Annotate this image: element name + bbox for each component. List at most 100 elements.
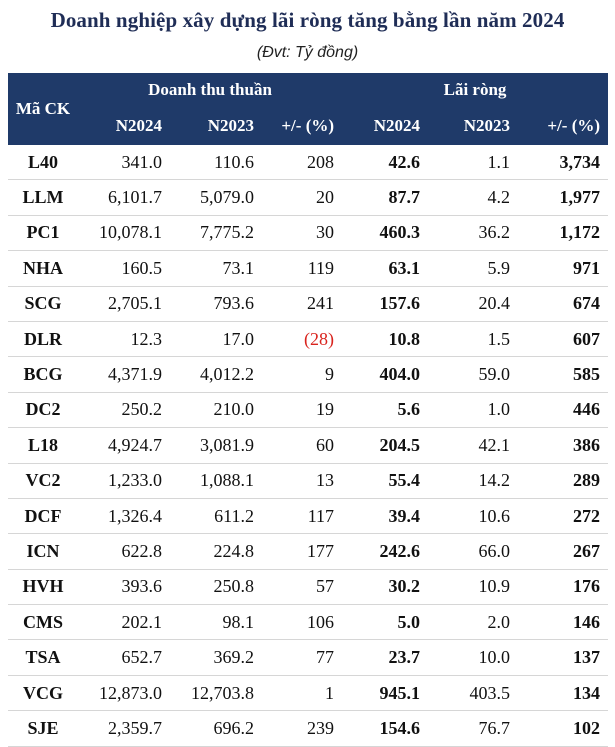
cell-revenue-2024: 341.0 (78, 145, 170, 181)
cell-revenue-2024: 4,924.7 (78, 427, 170, 464)
header-profit-2024: N2024 (342, 107, 429, 145)
cell-revenue-change: 60 (262, 427, 343, 464)
cell-profit-2024: 945.1 (342, 675, 429, 712)
cell-profit-2023: 2.0 (428, 604, 519, 641)
cell-revenue-change: 13 (262, 463, 343, 499)
cell-ticker: ICN (8, 533, 78, 570)
cell-profit-2023: 5.9 (428, 250, 519, 287)
cell-profit-2023: 10.9 (428, 569, 519, 606)
table-row: DC2 250.2 210.0 19 5.6 1.0 446 (8, 392, 609, 429)
cell-profit-2023: 1.0 (428, 392, 519, 429)
header-net-profit-group: Lãi ròng (342, 73, 609, 107)
cell-profit-change: 267 (518, 533, 609, 570)
header-revenue-2024: N2024 (78, 107, 170, 145)
table-row: DCF 1,326.4 611.2 117 39.4 10.6 272 (8, 498, 609, 535)
cell-profit-2024: 460.3 (342, 215, 429, 252)
cell-ticker: DC2 (8, 392, 78, 429)
cell-revenue-2023: 12,703.8 (170, 675, 262, 712)
cell-profit-change: 607 (518, 321, 609, 358)
cell-revenue-2023: 110.6 (170, 145, 262, 181)
cell-profit-2024: 242.6 (342, 533, 429, 570)
cell-revenue-change: 30 (262, 215, 343, 252)
cell-profit-change: 674 (518, 286, 609, 322)
cell-ticker: VCG (8, 675, 78, 712)
cell-profit-2023: 1.5 (428, 321, 519, 358)
cell-revenue-2024: 12.3 (78, 321, 170, 358)
table-row: CMS 202.1 98.1 106 5.0 2.0 146 (8, 604, 609, 641)
cell-profit-2023: 36.2 (428, 215, 519, 252)
cell-revenue-change: (28) (262, 321, 343, 358)
header-revenue-change: +/- (%) (262, 107, 343, 145)
table-header: Mã CK Doanh thu thuần Lãi ròng N2024 N20… (8, 73, 609, 145)
cell-profit-2023: 20.4 (428, 286, 519, 322)
cell-revenue-change: 239 (262, 710, 343, 747)
cell-ticker: HVH (8, 569, 78, 606)
cell-revenue-2024: 250.2 (78, 392, 170, 429)
cell-profit-2023: 42.1 (428, 427, 519, 464)
cell-profit-2024: 157.6 (342, 286, 429, 322)
cell-revenue-change: 106 (262, 604, 343, 641)
cell-revenue-2024: 160.5 (78, 250, 170, 287)
table-row: SCG 2,705.1 793.6 241 157.6 20.4 674 (8, 286, 609, 322)
page-title: Doanh nghiệp xây dựng lãi ròng tăng bằng… (50, 8, 565, 32)
header-revenue-2023: N2023 (170, 107, 262, 145)
cell-profit-2024: 87.7 (342, 179, 429, 216)
profit-table: Mã CK Doanh thu thuần Lãi ròng N2024 N20… (8, 73, 609, 747)
cell-profit-2024: 42.6 (342, 145, 429, 181)
cell-revenue-2023: 73.1 (170, 250, 262, 287)
cell-revenue-2024: 393.6 (78, 569, 170, 606)
cell-profit-2023: 76.7 (428, 710, 519, 747)
cell-revenue-change: 208 (262, 145, 343, 181)
cell-profit-2024: 5.0 (342, 604, 429, 641)
cell-revenue-2023: 611.2 (170, 498, 262, 535)
cell-ticker: DCF (8, 498, 78, 535)
cell-revenue-2024: 4,371.9 (78, 356, 170, 393)
cell-profit-change: 289 (518, 463, 609, 499)
cell-ticker: PC1 (8, 215, 78, 252)
cell-profit-2023: 4.2 (428, 179, 519, 216)
cell-profit-2024: 404.0 (342, 356, 429, 393)
cell-revenue-2023: 793.6 (170, 286, 262, 322)
cell-profit-2023: 59.0 (428, 356, 519, 393)
cell-revenue-change: 77 (262, 639, 343, 676)
cell-profit-2023: 10.0 (428, 639, 519, 676)
cell-revenue-2023: 369.2 (170, 639, 262, 676)
cell-profit-2024: 63.1 (342, 250, 429, 287)
cell-revenue-2024: 2,705.1 (78, 286, 170, 322)
cell-profit-change: 971 (518, 250, 609, 287)
cell-profit-2023: 1.1 (428, 145, 519, 181)
table-row: ICN 622.8 224.8 177 242.6 66.0 267 (8, 533, 609, 570)
table-row: VC2 1,233.0 1,088.1 13 55.4 14.2 289 (8, 463, 609, 499)
cell-revenue-change: 1 (262, 675, 343, 712)
cell-ticker: L18 (8, 427, 78, 464)
cell-ticker: VC2 (8, 463, 78, 499)
cell-profit-2023: 403.5 (428, 675, 519, 712)
cell-profit-change: 134 (518, 675, 609, 712)
table-row: LLM 6,101.7 5,079.0 20 87.7 4.2 1,977 (8, 179, 609, 216)
cell-profit-change: 102 (518, 710, 609, 747)
cell-revenue-2024: 622.8 (78, 533, 170, 570)
cell-revenue-2023: 210.0 (170, 392, 262, 429)
table-row: BCG 4,371.9 4,012.2 9 404.0 59.0 585 (8, 356, 609, 393)
cell-ticker: SCG (8, 286, 78, 322)
cell-profit-2024: 39.4 (342, 498, 429, 535)
cell-ticker: DLR (8, 321, 78, 358)
cell-profit-2024: 10.8 (342, 321, 429, 358)
table-body: L40 341.0 110.6 208 42.6 1.1 3,734 LLM 6,101.7 5,… (8, 145, 609, 747)
cell-ticker: NHA (8, 250, 78, 287)
cell-profit-change: 386 (518, 427, 609, 464)
cell-revenue-2024: 1,326.4 (78, 498, 170, 535)
cell-revenue-change: 9 (262, 356, 343, 393)
cell-revenue-2023: 1,088.1 (170, 463, 262, 499)
cell-revenue-2023: 17.0 (170, 321, 262, 358)
cell-revenue-2024: 12,873.0 (78, 675, 170, 712)
cell-revenue-change: 19 (262, 392, 343, 429)
cell-revenue-2023: 7,775.2 (170, 215, 262, 252)
header-ticker: Mã CK (8, 73, 78, 145)
cell-profit-change: 1,172 (518, 215, 609, 252)
cell-revenue-2024: 2,359.7 (78, 710, 170, 747)
cell-revenue-2023: 224.8 (170, 533, 262, 570)
cell-revenue-change: 20 (262, 179, 343, 216)
cell-revenue-2023: 250.8 (170, 569, 262, 606)
cell-profit-change: 146 (518, 604, 609, 641)
